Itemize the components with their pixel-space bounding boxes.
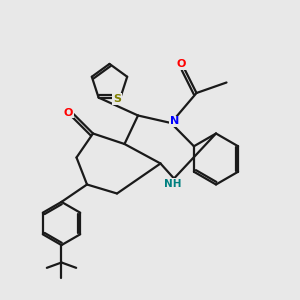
Text: O: O: [63, 107, 73, 118]
Text: NH: NH: [164, 179, 181, 189]
Text: O: O: [177, 59, 186, 70]
Text: N: N: [170, 116, 179, 127]
Text: S: S: [113, 94, 121, 104]
